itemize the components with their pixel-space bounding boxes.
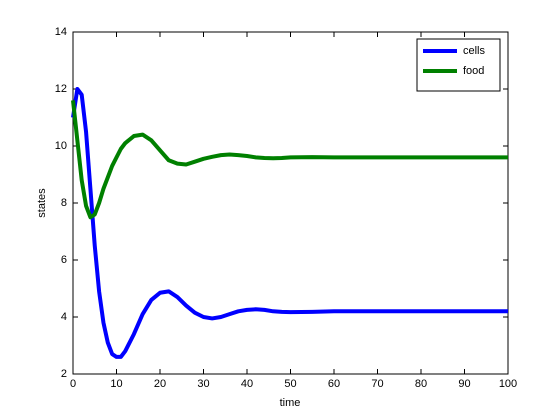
- x-tick-label: 80: [415, 378, 427, 390]
- x-axis-label: time: [280, 397, 301, 409]
- x-tick-label: 50: [284, 378, 296, 390]
- y-tick-label: 2: [61, 368, 67, 380]
- y-tick-label: 10: [55, 140, 67, 152]
- series-line: [71, 100, 508, 220]
- legend-box: [416, 38, 501, 92]
- x-tick-label: 10: [110, 378, 122, 390]
- x-tick-label: 20: [154, 378, 166, 390]
- y-tick-label: 6: [61, 254, 67, 266]
- legend-label: food: [463, 65, 484, 77]
- y-tick-label: 12: [55, 83, 67, 95]
- legend-label: cells: [463, 45, 486, 57]
- x-tick-label: 90: [458, 378, 470, 390]
- series-line: [71, 87, 508, 359]
- y-tick-label: 4: [61, 311, 67, 323]
- x-tick-label: 30: [197, 378, 209, 390]
- x-tick-label: 0: [70, 378, 76, 390]
- y-tick-label: 8: [61, 197, 67, 209]
- x-tick-label: 70: [371, 378, 383, 390]
- x-tick-label: 40: [241, 378, 253, 390]
- y-axis-label: states: [36, 188, 48, 218]
- x-tick-label: 60: [328, 378, 340, 390]
- x-tick-label: 100: [499, 378, 517, 390]
- y-tick-label: 14: [55, 26, 67, 38]
